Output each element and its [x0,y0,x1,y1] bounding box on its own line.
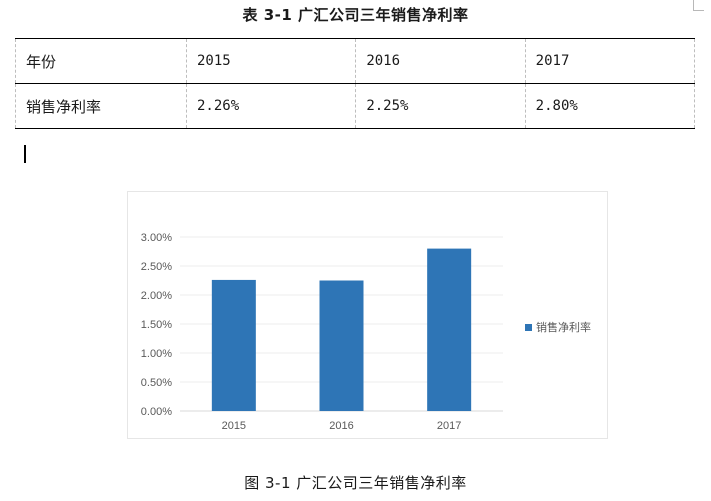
y-tick-label: 0.50% [141,377,172,389]
x-tick-label: 2016 [329,420,353,432]
table-data-row: 销售净利率 2.26% 2.25% 2.80% [15,83,696,129]
bar-chart: 0.00% 0.50% 1.00% 1.50% 2.00% 2.50% 3.00% 2015 2… [141,232,591,432]
legend-label: 销售净利率 [536,320,591,334]
rate-cell-2016: 2.25% [355,83,526,129]
x-tick-label: 2017 [437,420,461,432]
figure-caption: 图 3-1 广汇公司三年销售净利率 [244,474,467,492]
y-tick-label: 0.00% [141,406,172,418]
y-tick-label: 2.50% [141,261,172,273]
net-profit-table: 年份 2015 2016 2017 销售净利率 2.26% 2.25% 2.80… [15,38,696,129]
year-cell-2017: 2017 [524,38,696,84]
bar-2015 [211,279,256,411]
page-corner-mark [693,0,704,11]
year-cell-2016: 2016 [355,38,526,84]
y-tick-label: 2.00% [141,290,172,302]
rate-cell-2017: 2.80% [524,83,696,129]
legend-swatch [525,324,532,331]
year-cell-2015: 2015 [185,38,357,84]
row-label-cell: 销售净利率 [15,83,187,129]
text-cursor[interactable] [24,145,26,163]
table-caption: 表 3-1 广汇公司三年销售净利率 [242,6,469,24]
y-tick-label: 1.00% [141,348,172,360]
y-tick-label: 1.50% [141,319,172,331]
chart-frame[interactable]: 0.00% 0.50% 1.00% 1.50% 2.00% 2.50% 3.00% 2015 2… [127,191,608,439]
table-header-row: 年份 2015 2016 2017 [15,38,696,84]
bar-2017 [427,248,472,411]
y-tick-label: 3.00% [141,232,172,244]
x-tick-label: 2015 [222,420,246,432]
bar-2016 [319,280,364,411]
header-label-cell: 年份 [15,38,187,84]
rate-cell-2015: 2.26% [185,83,357,129]
